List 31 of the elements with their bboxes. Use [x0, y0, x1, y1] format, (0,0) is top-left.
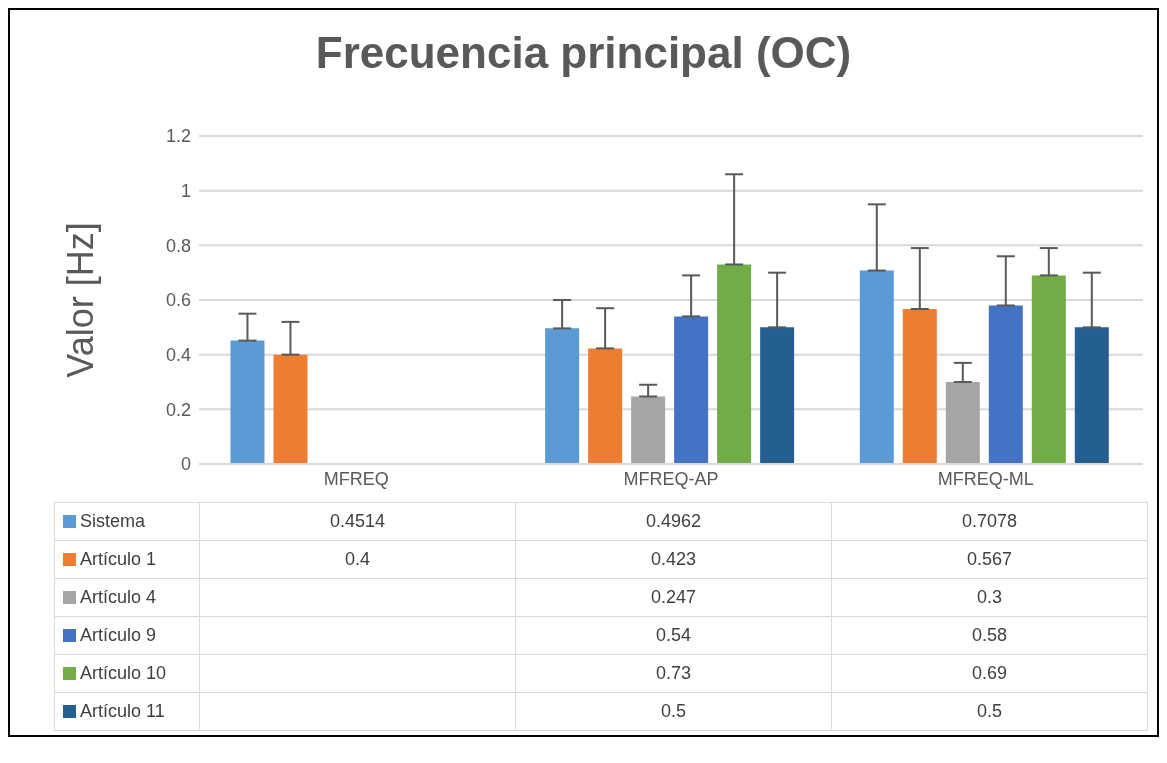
y-tick-label: 0 [180, 454, 191, 475]
y-tick-label: 1.2 [165, 126, 191, 147]
data-label: 0.58 [831, 616, 1148, 655]
legend-label: Artículo 11 [54, 692, 200, 731]
y-axis-title: Valor [Hz] [59, 222, 101, 378]
data-label: 0.69 [831, 654, 1148, 693]
data-label: 0.567 [831, 540, 1148, 579]
y-tick-label: 0.8 [165, 235, 191, 256]
data-label: 0.54 [515, 616, 832, 655]
legend-label: Artículo 9 [54, 616, 200, 655]
data-label: 0.7078 [831, 502, 1148, 541]
data-label: 0.4962 [515, 502, 832, 541]
y-tick-label: 1 [180, 181, 191, 202]
data-label: 0.423 [515, 540, 832, 579]
y-tick-label: 0.2 [165, 399, 191, 420]
x-tick-label: MFREQ-AP [623, 468, 719, 489]
data-label: 0.3 [831, 578, 1148, 617]
chart-title: Frecuencia principal (OC) [314, 28, 853, 79]
legend-label: Artículo 4 [54, 578, 200, 617]
y-tick-label: 0.4 [165, 345, 191, 366]
legend-label: Artículo 10 [54, 654, 200, 693]
legend-label: Artículo 1 [54, 540, 200, 579]
data-label: 0.5 [515, 692, 832, 731]
legend-label: Sistema [54, 502, 200, 541]
x-tick-label: MFREQ-ML [937, 468, 1034, 489]
y-tick-label: 0.6 [165, 290, 191, 311]
data-label: 0.247 [515, 578, 832, 617]
x-tick-label: MFREQ [323, 468, 389, 489]
data-label: 0.4514 [199, 502, 516, 541]
data-label: 0.73 [515, 654, 832, 693]
data-label: 0.5 [831, 692, 1148, 731]
